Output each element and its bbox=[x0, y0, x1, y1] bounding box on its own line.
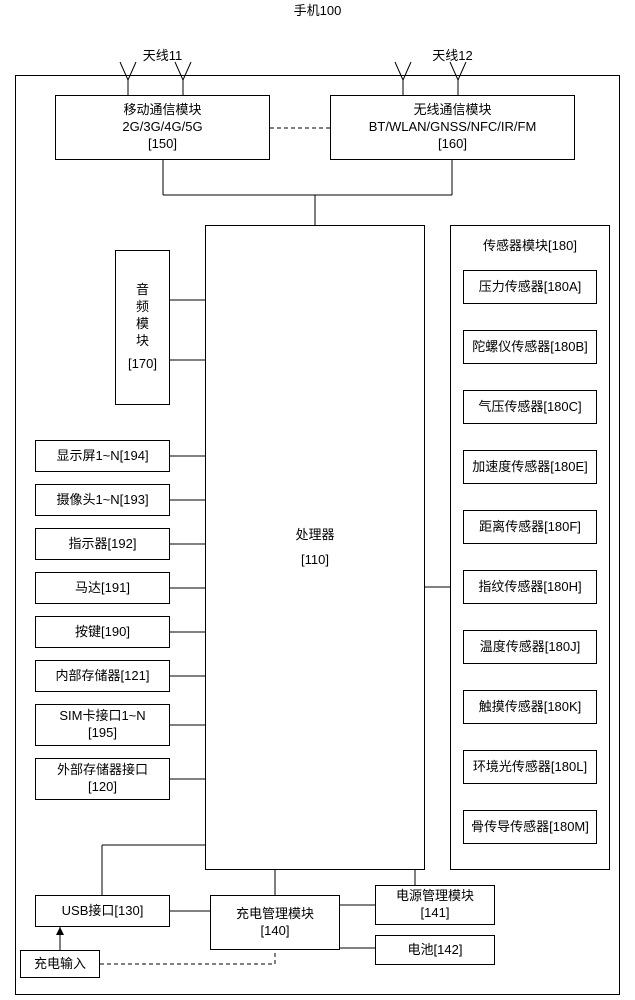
connector-lines bbox=[0, 0, 635, 1000]
diagram-canvas: 手机100 天线11 天线12 移动通信模块 2G/3G/4G/5G [150]… bbox=[0, 0, 635, 1000]
